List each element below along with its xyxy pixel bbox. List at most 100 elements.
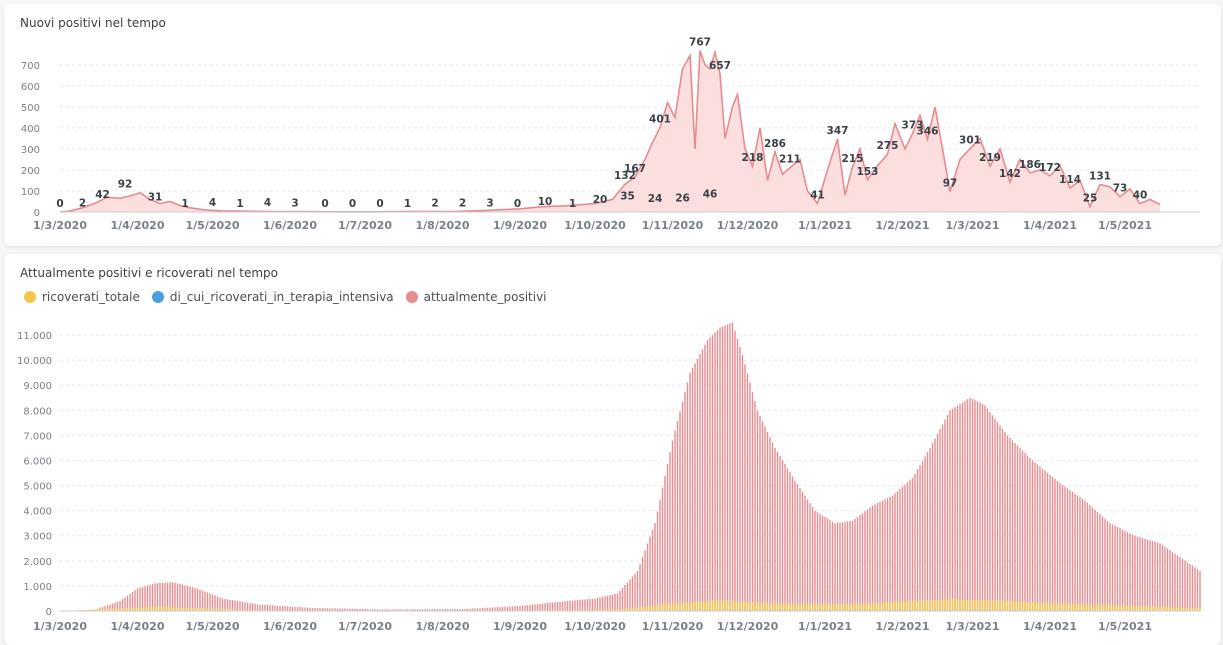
bar-attualmente_positivi <box>289 606 291 611</box>
bar-attualmente_positivi <box>621 587 624 611</box>
legend-item-terapia-intensiva[interactable]: di_cui_ricoverati_in_terapia_intensiva <box>151 290 394 304</box>
bar-ricoverati_totale <box>1096 604 1099 611</box>
bar-ricoverati_totale <box>774 603 776 611</box>
bar-ricoverati_totale <box>764 602 766 611</box>
bar-ricoverati_totale <box>826 604 829 611</box>
bar-ricoverati_totale <box>1114 605 1116 611</box>
bar-ricoverati_totale <box>1189 607 1191 611</box>
bar-attualmente_positivi <box>859 515 861 611</box>
data-label: 0 <box>321 198 328 210</box>
bar-ricoverati_totale <box>604 609 606 611</box>
y-tick-label: 1.000 <box>23 582 52 593</box>
x-tick-label: 1/6/2020 <box>263 219 317 232</box>
bar-attualmente_positivi <box>894 493 896 611</box>
bar-attualmente_positivi <box>849 521 851 611</box>
bar-ricoverati_totale <box>149 606 151 611</box>
bar-attualmente_positivi <box>824 516 826 611</box>
bar-ricoverati_totale <box>654 605 656 611</box>
bar-attualmente_positivi <box>696 358 699 611</box>
bar-attualmente_positivi <box>604 596 606 611</box>
bar-attualmente_positivi <box>644 550 646 611</box>
bar-attualmente_positivi <box>214 595 216 611</box>
bar-ricoverati_totale <box>166 606 169 611</box>
bar-ricoverati_totale <box>86 609 89 611</box>
bar-attualmente_positivi <box>599 597 601 611</box>
bar-attualmente_positivi <box>954 407 956 611</box>
bar-attualmente_positivi <box>854 518 856 611</box>
legend-item-attualmente-positivi[interactable]: attualmente_positivi <box>405 290 547 304</box>
bar-ricoverati_totale <box>784 603 786 611</box>
bar-attualmente_positivi <box>431 609 434 611</box>
bar-attualmente_positivi <box>1019 447 1021 611</box>
bar-ricoverati_totale <box>949 599 951 611</box>
bar-ricoverati_totale <box>731 601 734 611</box>
bar-attualmente_positivi <box>436 609 439 611</box>
active-positives-chart: 0 1.000 2.000 3.000 4.000 5.000 6.000 7.000 8.00… <box>17 322 1201 633</box>
data-label: 35 <box>620 191 635 203</box>
data-label: 142 <box>999 168 1021 180</box>
bar-ricoverati_totale <box>649 605 651 611</box>
bar-ricoverati_totale <box>609 609 611 611</box>
bar-attualmente_positivi <box>609 595 611 611</box>
bar-attualmente_positivi <box>329 608 331 611</box>
bar-attualmente_positivi <box>1181 558 1184 611</box>
bar-ricoverati_totale <box>1051 603 1054 611</box>
bar-ricoverati_totale <box>1161 606 1164 611</box>
bar-ricoverati_totale <box>866 603 869 611</box>
bar-attualmente_positivi <box>611 594 614 611</box>
bar-attualmente_positivi <box>1126 532 1129 611</box>
bar-attualmente_positivi <box>654 523 656 611</box>
bar-attualmente_positivi <box>1034 462 1036 611</box>
bar-attualmente_positivi <box>861 513 864 611</box>
bar-attualmente_positivi <box>369 609 371 611</box>
x-tick-label: 1/10/2020 <box>564 219 626 232</box>
bar-attualmente_positivi <box>699 354 701 611</box>
y-tick-label: 100 <box>21 187 40 198</box>
bar-attualmente_positivi <box>349 608 351 611</box>
bar-attualmente_positivi <box>154 583 156 611</box>
bar-attualmente_positivi <box>161 582 164 611</box>
data-label: 346 <box>917 125 939 137</box>
bar-ricoverati_totale <box>661 604 664 611</box>
data-label: 4 <box>209 197 216 209</box>
bar-attualmente_positivi <box>774 447 776 611</box>
bar-attualmente_positivi <box>324 608 326 611</box>
bar-ricoverati_totale <box>1169 607 1171 611</box>
bar-attualmente_positivi <box>489 607 491 611</box>
data-label: 3 <box>291 197 298 209</box>
bar-attualmente_positivi <box>1059 483 1061 611</box>
bar-ricoverati_totale <box>849 604 851 611</box>
bar-attualmente_positivi <box>159 583 161 611</box>
bar-attualmente_positivi <box>404 609 406 611</box>
bar-attualmente_positivi <box>584 599 586 611</box>
bar-ricoverati_totale <box>841 604 844 611</box>
bar-attualmente_positivi <box>724 325 726 611</box>
y-tick-label: 200 <box>21 166 40 177</box>
bar-ricoverati_totale <box>929 600 931 611</box>
bar-ricoverati_totale <box>759 602 761 611</box>
bar-attualmente_positivi <box>319 608 321 611</box>
bar-attualmente_positivi <box>116 601 119 611</box>
bar-ricoverati_totale <box>1041 602 1044 611</box>
bar-attualmente_positivi <box>1191 565 1194 611</box>
bar-attualmente_positivi <box>244 602 246 611</box>
data-label: 172 <box>1039 162 1061 174</box>
bar-ricoverati_totale <box>819 604 821 611</box>
bar-ricoverati_totale <box>964 599 966 611</box>
bar-attualmente_positivi <box>449 609 451 611</box>
bar-ricoverati_totale <box>639 607 641 611</box>
bar-attualmente_positivi <box>1104 518 1106 611</box>
bar-attualmente_positivi <box>379 609 381 611</box>
bar-attualmente_positivi <box>926 452 929 611</box>
bar-attualmente_positivi <box>1141 538 1144 611</box>
legend-item-ricoverati-totale[interactable]: ricoverati_totale <box>24 290 140 304</box>
x-tick-label: 1/1/2021 <box>798 620 852 633</box>
data-label: 31 <box>148 191 163 203</box>
bar-ricoverati_totale <box>586 609 589 611</box>
bar-ricoverati_totale <box>939 599 941 611</box>
bar-ricoverati_totale <box>184 607 186 611</box>
bar-ricoverati_totale <box>191 607 194 611</box>
bar-ricoverati_totale <box>231 609 234 611</box>
bar-ricoverati_totale <box>941 599 944 611</box>
bar-attualmente_positivi <box>619 590 621 611</box>
